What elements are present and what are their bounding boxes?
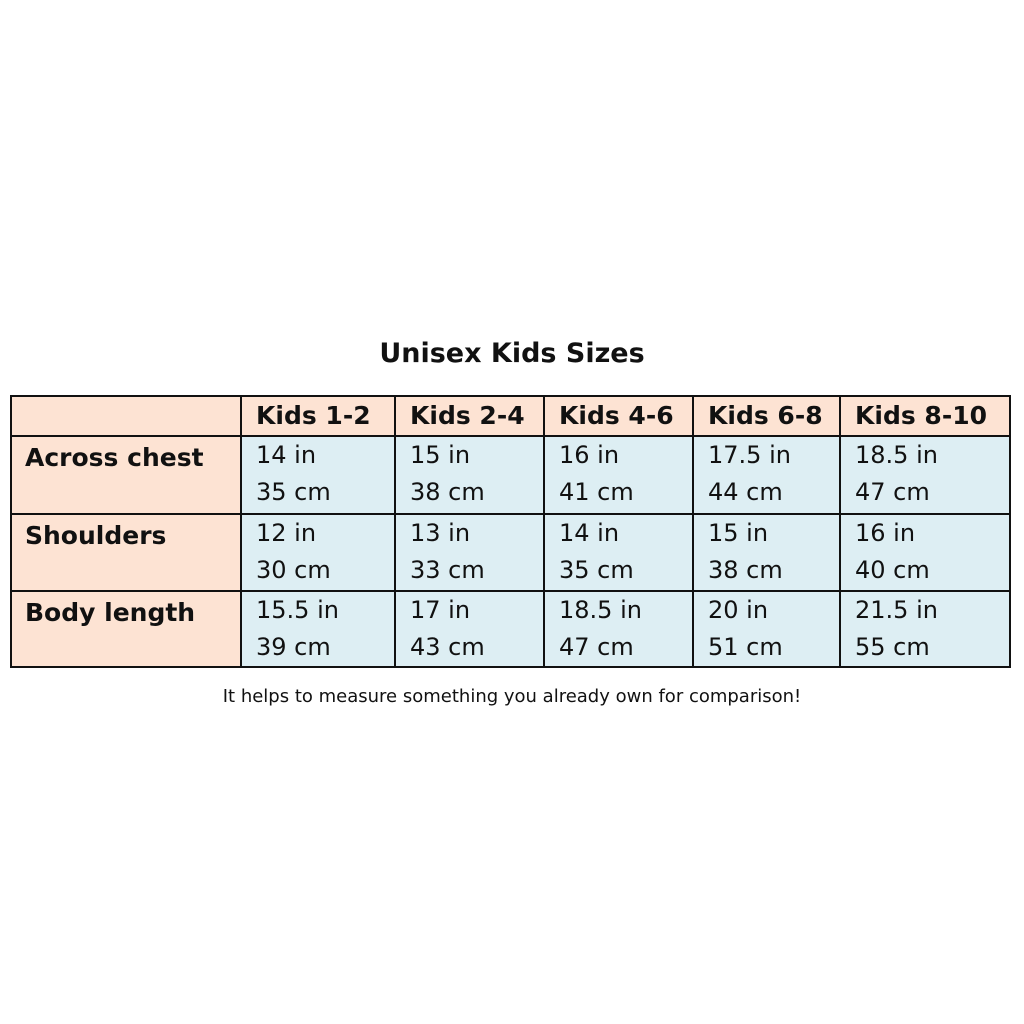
row-label: Across chest bbox=[10, 436, 241, 514]
centimeters: 47 cm bbox=[855, 478, 930, 506]
row-label: Body length bbox=[10, 591, 241, 668]
size-cell: 12 in 30 cm bbox=[241, 514, 395, 591]
size-cell: 17.5 in 44 cm bbox=[693, 436, 840, 514]
size-cell: 15.5 in 39 cm bbox=[241, 591, 395, 668]
column-header: Kids 2-4 bbox=[395, 395, 544, 436]
inches: 17.5 in bbox=[708, 441, 791, 469]
size-cell: 18.5 in 47 cm bbox=[544, 591, 693, 668]
inches: 18.5 in bbox=[855, 441, 938, 469]
centimeters: 35 cm bbox=[256, 478, 331, 506]
inches: 15 in bbox=[410, 441, 471, 469]
inches: 21.5 in bbox=[855, 596, 938, 624]
inches: 12 in bbox=[256, 519, 317, 547]
size-cell: 20 in 51 cm bbox=[693, 591, 840, 668]
inches: 14 in bbox=[256, 441, 317, 469]
centimeters: 44 cm bbox=[708, 478, 783, 506]
size-cell: 17 in 43 cm bbox=[395, 591, 544, 668]
inches: 16 in bbox=[855, 519, 916, 547]
title: Unisex Kids Sizes bbox=[379, 338, 645, 369]
inches: 15 in bbox=[708, 519, 769, 547]
size-cell: 14 in 35 cm bbox=[241, 436, 395, 514]
inches: 14 in bbox=[559, 519, 620, 547]
centimeters: 40 cm bbox=[855, 556, 930, 584]
inches: 18.5 in bbox=[559, 596, 642, 624]
size-cell: 21.5 in 55 cm bbox=[840, 591, 1011, 668]
inches: 15.5 in bbox=[256, 596, 339, 624]
column-header: Kids 4-6 bbox=[544, 395, 693, 436]
size-cell: 16 in 41 cm bbox=[544, 436, 693, 514]
size-cell: 16 in 40 cm bbox=[840, 514, 1011, 591]
inches: 16 in bbox=[559, 441, 620, 469]
centimeters: 55 cm bbox=[855, 633, 930, 661]
centimeters: 43 cm bbox=[410, 633, 485, 661]
size-cell: 14 in 35 cm bbox=[544, 514, 693, 591]
size-cell: 15 in 38 cm bbox=[395, 436, 544, 514]
column-header: Kids 8-10 bbox=[840, 395, 1011, 436]
column-header: Kids 6-8 bbox=[693, 395, 840, 436]
centimeters: 38 cm bbox=[410, 478, 485, 506]
size-cell: 13 in 33 cm bbox=[395, 514, 544, 591]
row-label: Shoulders bbox=[10, 514, 241, 591]
centimeters: 33 cm bbox=[410, 556, 485, 584]
centimeters: 38 cm bbox=[708, 556, 783, 584]
column-header: Kids 1-2 bbox=[241, 395, 395, 436]
inches: 20 in bbox=[708, 596, 769, 624]
size-cell: 18.5 in 47 cm bbox=[840, 436, 1011, 514]
centimeters: 51 cm bbox=[708, 633, 783, 661]
inches: 17 in bbox=[410, 596, 471, 624]
centimeters: 47 cm bbox=[559, 633, 634, 661]
footnote: It helps to measure something you alread… bbox=[222, 686, 802, 707]
centimeters: 41 cm bbox=[559, 478, 634, 506]
centimeters: 30 cm bbox=[256, 556, 331, 584]
centimeters: 35 cm bbox=[559, 556, 634, 584]
centimeters: 39 cm bbox=[256, 633, 331, 661]
corner-cell bbox=[10, 395, 241, 436]
size-cell: 15 in 38 cm bbox=[693, 514, 840, 591]
inches: 13 in bbox=[410, 519, 471, 547]
